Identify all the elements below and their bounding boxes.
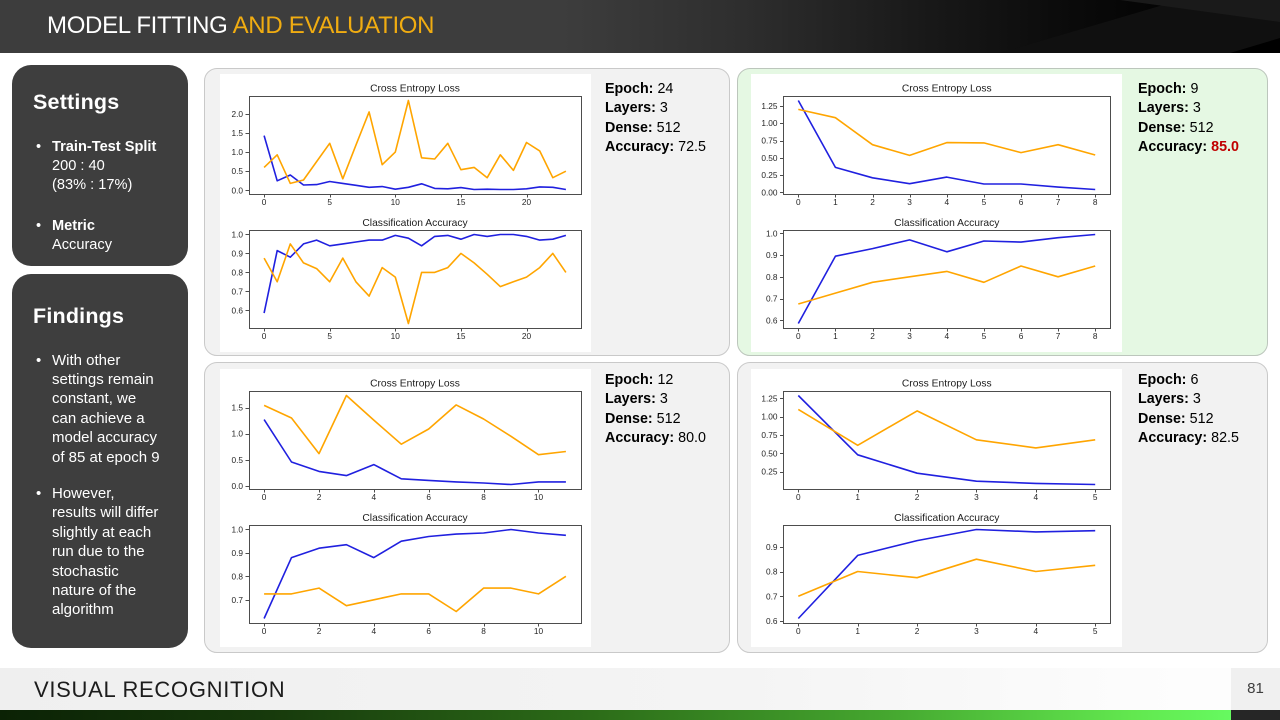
svg-text:1.0: 1.0: [766, 228, 778, 238]
svg-text:0.8: 0.8: [231, 267, 243, 277]
svg-text:1: 1: [855, 626, 860, 636]
svg-text:20: 20: [522, 197, 532, 207]
svg-text:2.0: 2.0: [231, 109, 243, 119]
svg-text:0.7: 0.7: [231, 286, 243, 296]
svg-text:4: 4: [944, 197, 949, 207]
svg-text:1.00: 1.00: [761, 118, 778, 128]
svg-text:0: 0: [262, 331, 267, 341]
svg-text:0.25: 0.25: [761, 170, 778, 180]
svg-text:1.25: 1.25: [761, 393, 778, 403]
svg-text:Classification Accuracy: Classification Accuracy: [894, 513, 1000, 524]
svg-text:4: 4: [944, 331, 949, 341]
svg-text:0.25: 0.25: [761, 467, 778, 477]
svg-text:0: 0: [262, 626, 267, 636]
svg-text:2: 2: [317, 626, 322, 636]
svg-text:0: 0: [796, 626, 801, 636]
svg-text:8: 8: [1093, 197, 1098, 207]
svg-text:Classification Accuracy: Classification Accuracy: [894, 218, 1000, 229]
svg-text:8: 8: [1093, 331, 1098, 341]
svg-text:0.6: 0.6: [231, 305, 243, 315]
svg-text:10: 10: [391, 331, 401, 341]
svg-text:0.9: 0.9: [231, 248, 243, 258]
svg-text:0.7: 0.7: [231, 595, 243, 605]
svg-text:Classification Accuracy: Classification Accuracy: [362, 513, 468, 524]
svg-text:0.5: 0.5: [231, 166, 243, 176]
svg-text:4: 4: [1033, 626, 1038, 636]
svg-text:0.9: 0.9: [231, 548, 243, 558]
svg-text:0.8: 0.8: [766, 567, 778, 577]
svg-text:1: 1: [833, 331, 838, 341]
svg-text:3: 3: [974, 626, 979, 636]
svg-text:8: 8: [481, 492, 486, 502]
svg-text:Cross Entropy Loss: Cross Entropy Loss: [370, 84, 460, 95]
svg-text:Cross Entropy Loss: Cross Entropy Loss: [902, 379, 992, 390]
svg-text:0: 0: [796, 197, 801, 207]
svg-text:2: 2: [870, 197, 875, 207]
svg-text:0.6: 0.6: [766, 616, 778, 626]
svg-text:0.50: 0.50: [761, 153, 778, 163]
svg-text:6: 6: [426, 626, 431, 636]
svg-text:6: 6: [1019, 331, 1024, 341]
svg-text:3: 3: [974, 492, 979, 502]
svg-text:0.8: 0.8: [766, 272, 778, 282]
svg-text:10: 10: [534, 492, 544, 502]
svg-text:8: 8: [481, 626, 486, 636]
svg-text:1.25: 1.25: [761, 101, 778, 111]
svg-text:6: 6: [426, 492, 431, 502]
svg-text:0.00: 0.00: [761, 187, 778, 197]
svg-text:10: 10: [534, 626, 544, 636]
svg-text:2: 2: [915, 492, 920, 502]
svg-text:5: 5: [327, 331, 332, 341]
svg-text:0.9: 0.9: [766, 250, 778, 260]
svg-text:10: 10: [391, 197, 401, 207]
svg-text:4: 4: [371, 492, 376, 502]
svg-text:4: 4: [371, 626, 376, 636]
svg-text:0.7: 0.7: [766, 294, 778, 304]
svg-text:2: 2: [870, 331, 875, 341]
svg-text:3: 3: [907, 331, 912, 341]
svg-text:1.5: 1.5: [231, 403, 243, 413]
svg-text:Cross Entropy Loss: Cross Entropy Loss: [902, 84, 992, 95]
svg-text:1: 1: [855, 492, 860, 502]
svg-text:1.0: 1.0: [231, 147, 243, 157]
svg-text:15: 15: [456, 331, 466, 341]
svg-text:5: 5: [1093, 626, 1098, 636]
svg-text:1.00: 1.00: [761, 412, 778, 422]
svg-text:7: 7: [1056, 331, 1061, 341]
svg-text:2: 2: [915, 626, 920, 636]
svg-text:4: 4: [1033, 492, 1038, 502]
svg-text:0.75: 0.75: [761, 430, 778, 440]
svg-text:0.5: 0.5: [231, 455, 243, 465]
svg-text:0: 0: [262, 492, 267, 502]
svg-text:Cross Entropy Loss: Cross Entropy Loss: [370, 379, 460, 390]
svg-text:6: 6: [1019, 197, 1024, 207]
svg-text:0.75: 0.75: [761, 136, 778, 146]
svg-text:0.7: 0.7: [766, 591, 778, 601]
svg-text:2: 2: [317, 492, 322, 502]
svg-text:0.0: 0.0: [231, 481, 243, 491]
svg-text:0.6: 0.6: [766, 315, 778, 325]
svg-text:7: 7: [1056, 197, 1061, 207]
svg-text:5: 5: [1093, 492, 1098, 502]
svg-text:0.0: 0.0: [231, 185, 243, 195]
svg-text:1.0: 1.0: [231, 525, 243, 535]
svg-text:5: 5: [982, 197, 987, 207]
svg-text:5: 5: [327, 197, 332, 207]
svg-text:0.9: 0.9: [766, 542, 778, 552]
svg-text:1.5: 1.5: [231, 128, 243, 138]
svg-text:5: 5: [982, 331, 987, 341]
svg-text:0.8: 0.8: [231, 571, 243, 581]
svg-text:15: 15: [456, 197, 466, 207]
svg-text:1.0: 1.0: [231, 429, 243, 439]
svg-text:20: 20: [522, 331, 532, 341]
svg-text:0: 0: [796, 492, 801, 502]
svg-text:0: 0: [796, 331, 801, 341]
svg-text:1.0: 1.0: [231, 230, 243, 240]
svg-text:Classification Accuracy: Classification Accuracy: [362, 218, 468, 229]
svg-text:0.50: 0.50: [761, 448, 778, 458]
svg-text:1: 1: [833, 197, 838, 207]
svg-text:0: 0: [262, 197, 267, 207]
svg-text:3: 3: [907, 197, 912, 207]
